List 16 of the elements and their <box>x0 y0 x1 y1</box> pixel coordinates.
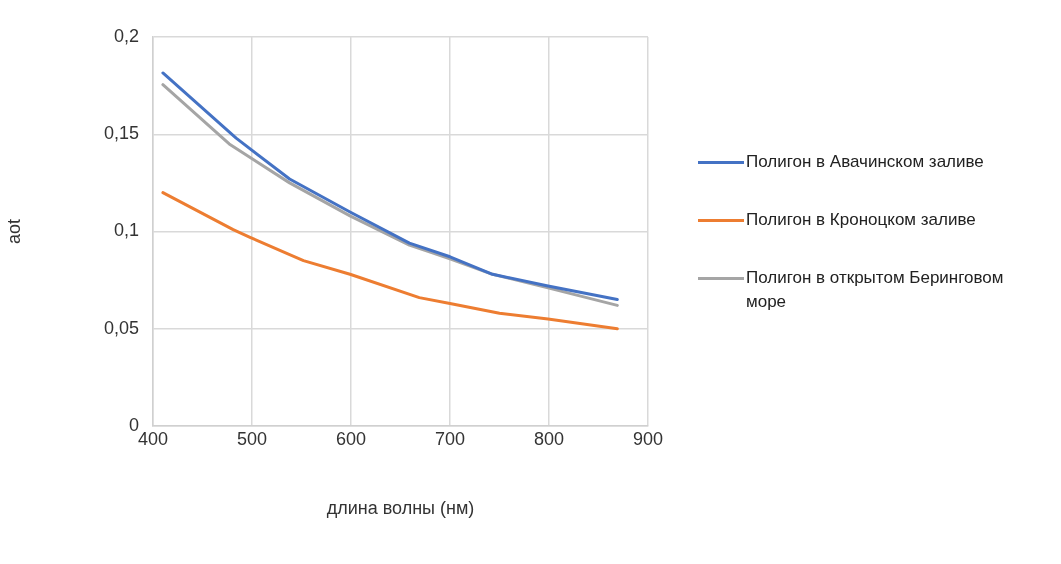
y-tick-label: 0,15 <box>103 123 139 144</box>
x-axis-title: длина волны (нм) <box>326 498 475 519</box>
y-tick-label: 0,2 <box>113 25 139 46</box>
legend-label: Полигон в Кроноцком заливе <box>746 209 976 231</box>
x-tick-label: 800 <box>533 428 565 449</box>
legend-label: Полигон в Авачинском заливе <box>746 151 984 173</box>
y-axis-title: aot <box>3 218 24 245</box>
y-tick-label: 0,05 <box>103 317 139 338</box>
y-tick-label: 0 <box>128 414 139 435</box>
x-tick-label: 700 <box>434 428 466 449</box>
x-tick-label: 600 <box>335 428 367 449</box>
x-tick-label: 900 <box>632 428 664 449</box>
x-tick-label: 500 <box>236 428 268 449</box>
x-tick-label: 400 <box>137 428 169 449</box>
y-tick-label: 0,1 <box>113 220 139 241</box>
legend-label: Полигон в открытом Беринговом море <box>746 267 1005 313</box>
